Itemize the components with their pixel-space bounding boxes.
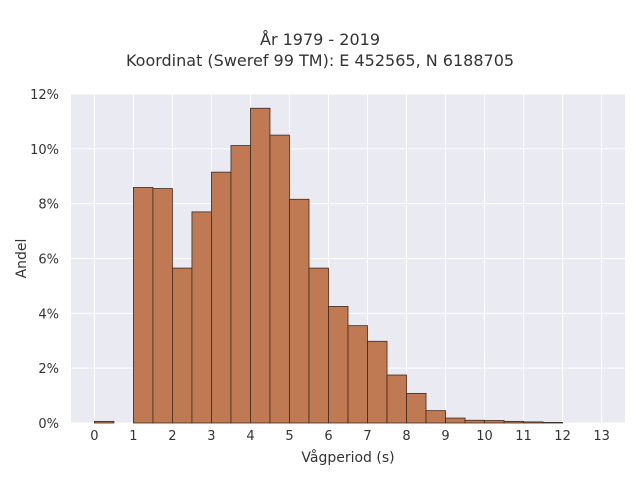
y-axis-label: Andel bbox=[14, 239, 30, 279]
y-tick-label: 10% bbox=[30, 143, 59, 158]
x-tick-label: 1 bbox=[129, 429, 137, 444]
histogram-bar bbox=[386, 374, 407, 424]
histogram-bar bbox=[172, 267, 193, 424]
histogram-bar bbox=[250, 107, 271, 424]
x-tick-label: 5 bbox=[285, 429, 293, 444]
x-tick-label: 3 bbox=[207, 429, 215, 444]
histogram-bar bbox=[289, 198, 310, 424]
y-tick-label: 2% bbox=[38, 362, 59, 377]
histogram-bar bbox=[269, 134, 290, 424]
x-tick-label: 13 bbox=[593, 429, 610, 444]
y-tick-label: 0% bbox=[38, 417, 59, 432]
histogram-bar bbox=[406, 392, 427, 424]
y-tick-label: 4% bbox=[38, 307, 59, 322]
histogram-bar bbox=[308, 267, 329, 424]
y-tick-label: 8% bbox=[38, 198, 59, 213]
x-tick-label: 10 bbox=[476, 429, 493, 444]
x-tick-label: 2 bbox=[168, 429, 176, 444]
histogram-bar bbox=[133, 187, 154, 424]
chart-title-line-1: År 1979 - 2019 bbox=[260, 30, 380, 49]
x-tick-label: 6 bbox=[324, 429, 332, 444]
x-tick-label: 7 bbox=[363, 429, 371, 444]
histogram-bar bbox=[503, 420, 524, 424]
x-tick-label: 4 bbox=[246, 429, 254, 444]
histogram-bar bbox=[484, 420, 505, 424]
histogram-bar bbox=[523, 421, 544, 424]
histogram-bar bbox=[152, 188, 173, 424]
y-tick-label: 12% bbox=[30, 88, 59, 103]
chart-title-line-2: Koordinat (Sweref 99 TM): E 452565, N 61… bbox=[125, 51, 515, 70]
y-axis-ticks: 0% 2% 4% 6% 8% 10% 12% bbox=[30, 88, 59, 432]
x-tick-label: 8 bbox=[402, 429, 410, 444]
x-tick-label: 0 bbox=[90, 429, 98, 444]
histogram-bar bbox=[542, 422, 563, 424]
histogram-bar bbox=[464, 419, 485, 424]
histogram-bar bbox=[445, 417, 466, 424]
histogram-bar bbox=[230, 145, 251, 424]
histogram-bar bbox=[367, 340, 388, 424]
x-tick-label: 9 bbox=[441, 429, 449, 444]
y-tick-label: 6% bbox=[38, 253, 59, 268]
histogram-bars bbox=[94, 107, 563, 424]
x-axis-ticks: 0 1 2 3 4 5 6 7 8 9 10 11 12 13 bbox=[90, 429, 610, 444]
histogram-bar bbox=[425, 410, 446, 424]
histogram-bar bbox=[191, 211, 212, 424]
x-axis-label: Vågperiod (s) bbox=[301, 449, 394, 466]
x-tick-label: 12 bbox=[554, 429, 571, 444]
histogram-bar bbox=[211, 171, 232, 424]
x-tick-label: 11 bbox=[515, 429, 532, 444]
histogram-bar bbox=[94, 420, 115, 424]
histogram-bar bbox=[347, 325, 368, 424]
histogram-bar bbox=[328, 306, 349, 424]
